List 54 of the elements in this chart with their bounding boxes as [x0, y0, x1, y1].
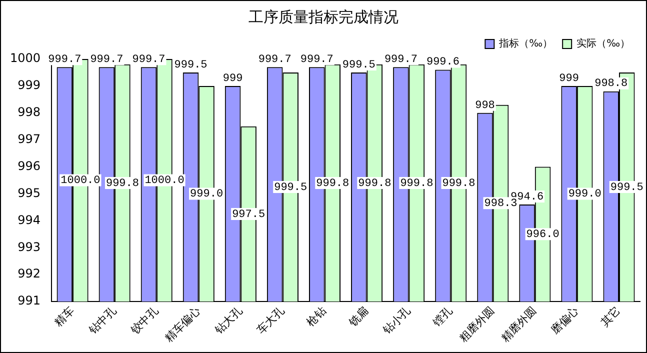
data-label: 999.7 — [90, 54, 124, 66]
y-tick-label: 994 — [18, 212, 41, 227]
data-label: 999.7 — [48, 54, 82, 66]
data-label: 998.3 — [484, 198, 518, 210]
legend-label: 指标（‰） — [498, 38, 553, 50]
x-tick-label: 铣扁 — [345, 304, 371, 330]
data-label: 999.8 — [442, 178, 476, 190]
y-tick-label: 998 — [18, 105, 41, 120]
data-label: 999.7 — [132, 54, 166, 66]
data-label: 999.0 — [190, 188, 224, 201]
x-tick-label: 磨偏心 — [548, 304, 582, 337]
y-tick-label: 1000 — [10, 51, 41, 66]
y-tick-label: 999 — [18, 78, 41, 92]
data-label: 999.8 — [106, 178, 139, 190]
x-tick-label: 精车 — [52, 304, 77, 329]
data-label: 999.8 — [316, 178, 350, 190]
data-label: 999.5 — [342, 59, 376, 72]
x-tick-label: 车大孔 — [254, 304, 287, 337]
x-tick-label: 镗孔 — [430, 304, 455, 330]
data-label: 1000.0 — [144, 175, 184, 188]
data-label: 999 — [222, 72, 243, 85]
legend-label: 实际（‰） — [576, 38, 630, 50]
x-tick-label: 精车偏心 — [162, 304, 203, 344]
data-label: 999 — [559, 72, 579, 85]
x-tick-label: 枪钻 — [304, 304, 329, 329]
x-tick-label: 钻小孔 — [380, 304, 413, 338]
data-label: 999.5 — [174, 59, 208, 72]
data-label: 999.7 — [258, 54, 292, 66]
data-label: 1000.0 — [60, 175, 100, 188]
y-tick-label: 997 — [18, 132, 41, 146]
x-tick-label: 其它 — [598, 304, 624, 329]
data-label: 999.7 — [384, 54, 418, 66]
x-tick-label: 精磨外圆 — [498, 304, 540, 344]
x-tick-label: 钻中孔 — [86, 304, 119, 338]
data-label: 998.8 — [594, 78, 628, 90]
data-label: 999.0 — [568, 188, 602, 201]
data-label: 999.7 — [300, 54, 334, 66]
y-tick-label: 991 — [18, 294, 41, 308]
data-label: 998 — [475, 100, 495, 112]
x-tick-label: 钻大孔 — [212, 304, 245, 338]
y-tick-label: 992 — [18, 266, 41, 281]
data-label: 996.0 — [526, 229, 560, 242]
data-label: 999.8 — [358, 178, 392, 190]
data-label: 999.5 — [610, 182, 644, 194]
data-label: 999.6 — [426, 56, 460, 69]
data-label: 999.8 — [400, 178, 434, 190]
data-label: 997.5 — [232, 208, 266, 221]
data-label: 999.5 — [274, 182, 308, 194]
x-tick-label: 铰中孔 — [128, 304, 161, 338]
y-tick-label: 995 — [18, 186, 41, 200]
y-tick-label: 996 — [18, 158, 41, 173]
x-tick-label: 粗磨外圆 — [456, 304, 498, 344]
chart-title: 工序质量指标完成情况 — [248, 8, 398, 26]
y-tick-label: 993 — [18, 240, 41, 254]
